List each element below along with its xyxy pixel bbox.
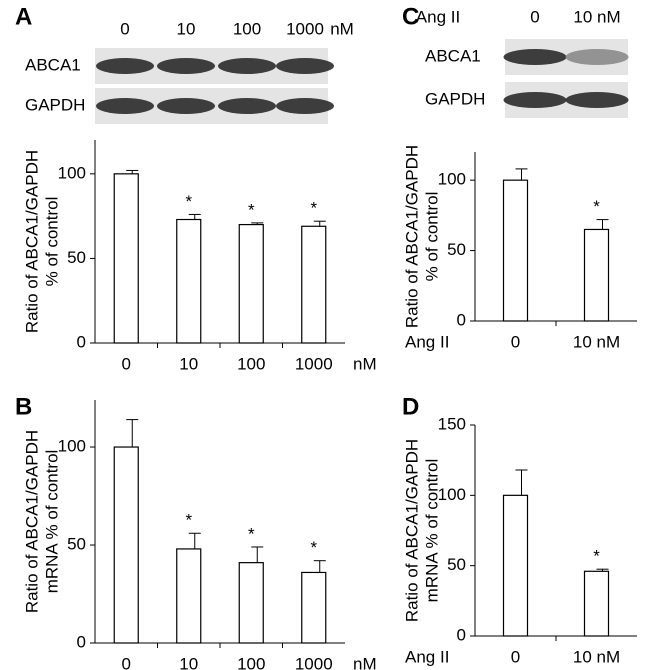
x-tick-label: 10 [179,354,198,373]
blot-band [565,92,629,108]
bar [238,223,264,344]
blot-band [276,58,334,74]
bar [583,228,610,322]
blot-band [157,58,215,74]
panel-label: A [15,3,32,30]
lane-header: Ang II [416,7,460,26]
error-bar [188,532,201,549]
error-bar [251,222,264,225]
bar [502,494,529,637]
significance-mark: * [310,538,317,557]
blot-band [276,98,334,114]
x-tick-label: 10 nM [573,332,620,351]
blot-band [96,58,154,74]
x-tick-label: 1000 [295,354,333,373]
significance-mark: * [185,511,192,530]
error-bar [251,546,264,563]
x-prefix: Ang II [405,332,449,351]
error-bar [596,219,609,230]
y-tick-label: 100 [58,163,86,182]
panel-label: B [15,393,32,420]
lane-label: 10 nM [573,7,620,26]
error-bar [313,560,326,573]
blot-band [565,49,629,65]
x-prefix: Ang II [405,647,449,666]
y-tick-label: 150 [438,414,466,433]
y-tick-label: 100 [438,170,466,189]
error-bar [126,169,139,174]
significance-mark: * [248,200,255,219]
blot-row-label: ABCA1 [425,46,481,65]
panel-label: C [402,3,419,30]
bar [583,570,610,637]
blot-band [218,58,276,74]
lane-label: 0 [120,19,129,38]
bar [113,446,139,644]
panel-label: D [402,393,419,420]
x-tick-label: 0 [511,332,520,351]
y-axis-label: Ratio of ABCA1/GAPDH [402,145,421,328]
error-bar [515,469,528,496]
bar [238,562,264,644]
blot-band [96,98,154,114]
y-axis-label: % of control [422,192,441,282]
error-bar [313,220,326,227]
y-axis-label: mRNA % of control [42,450,61,594]
error-bar [596,568,609,572]
bar [176,218,202,344]
error-bar [126,419,139,448]
lane-label: 1000 [286,19,324,38]
bar [301,571,327,644]
lane-unit: nM [330,19,354,38]
y-axis-label: Ratio of ABCA1/GAPDH [402,439,421,622]
y-axis-label: mRNA % of control [422,459,441,603]
bar [301,225,327,344]
bar [176,548,202,644]
bar [502,179,529,322]
y-tick-label: 50 [67,535,86,554]
x-tick-label: 1000 [295,654,333,670]
error-bar [515,168,528,181]
significance-mark: * [310,199,317,218]
significance-mark: * [185,192,192,211]
y-tick-label: 50 [447,555,466,574]
x-tick-label: 100 [237,354,265,373]
blot-row-label: ABCA1 [25,55,81,74]
y-axis-label: Ratio of ABCA1/GAPDH [22,150,41,333]
error-bar [188,213,201,220]
y-axis-label: Ratio of ABCA1/GAPDH [22,430,41,613]
x-unit: nM [353,654,377,670]
x-tick-label: 0 [122,654,131,670]
significance-mark: * [248,524,255,543]
x-tick-label: 10 nM [573,647,620,666]
blot-band [157,98,215,114]
lane-label: 10 [177,19,196,38]
bar [113,173,139,344]
significance-mark: * [593,197,600,216]
y-tick-label: 0 [457,310,466,329]
y-tick-label: 0 [77,332,86,351]
y-tick-label: 100 [438,485,466,504]
blot-band [503,92,567,108]
lane-label: 100 [233,19,261,38]
y-tick-label: 50 [447,240,466,259]
blot-band [218,98,276,114]
significance-mark: * [593,547,600,566]
y-tick-label: 0 [457,625,466,644]
x-unit: nM [353,354,377,373]
blot-row-label: GAPDH [25,95,85,114]
x-tick-label: 0 [511,647,520,666]
lane-label: 0 [530,7,539,26]
y-tick-label: 0 [77,632,86,651]
x-tick-label: 10 [179,654,198,670]
x-tick-label: 0 [122,354,131,373]
blot-band [503,49,567,65]
blot-row-label: GAPDH [425,89,485,108]
x-tick-label: 100 [237,654,265,670]
y-tick-label: 50 [67,248,86,267]
y-tick-label: 100 [58,437,86,456]
y-axis-label: % of control [42,197,61,287]
